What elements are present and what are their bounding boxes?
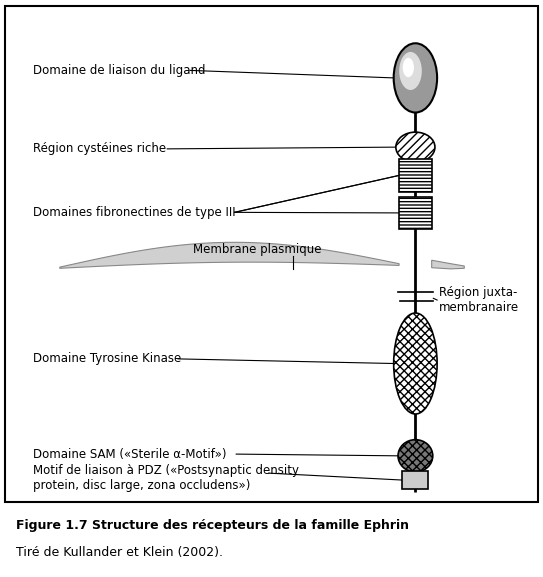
Text: Domaines fibronectines de type III: Domaines fibronectines de type III (33, 206, 235, 219)
Bar (399, 197, 432, 229)
Text: Domaine SAM («Sterile α-Motif»): Domaine SAM («Sterile α-Motif») (33, 448, 226, 460)
Ellipse shape (396, 132, 435, 162)
Bar (399, 159, 432, 192)
Bar (402, 471, 428, 489)
Polygon shape (432, 260, 464, 269)
Ellipse shape (403, 58, 414, 77)
Ellipse shape (394, 43, 437, 113)
Text: Domaine Tyrosine Kinase: Domaine Tyrosine Kinase (33, 353, 181, 365)
Text: Domaine de liaison du ligand: Domaine de liaison du ligand (33, 64, 205, 77)
Text: Membrane plasmique: Membrane plasmique (193, 243, 321, 256)
Polygon shape (60, 242, 399, 268)
Ellipse shape (399, 52, 422, 90)
Text: Tiré de Kullander et Klein (2002).: Tiré de Kullander et Klein (2002). (16, 546, 223, 559)
Bar (5, 6, 538, 502)
Ellipse shape (394, 313, 437, 414)
Text: Région cystéines riche: Région cystéines riche (33, 143, 166, 155)
Text: Figure 1.7 Structure des récepteurs de la famille Ephrin: Figure 1.7 Structure des récepteurs de l… (16, 519, 409, 531)
Text: Région juxta-
membranaire: Région juxta- membranaire (439, 286, 519, 314)
Ellipse shape (398, 440, 433, 472)
Text: Motif de liaison à PDZ («Postsynaptic density
protein, disc large, zona occluden: Motif de liaison à PDZ («Postsynaptic de… (33, 464, 299, 492)
